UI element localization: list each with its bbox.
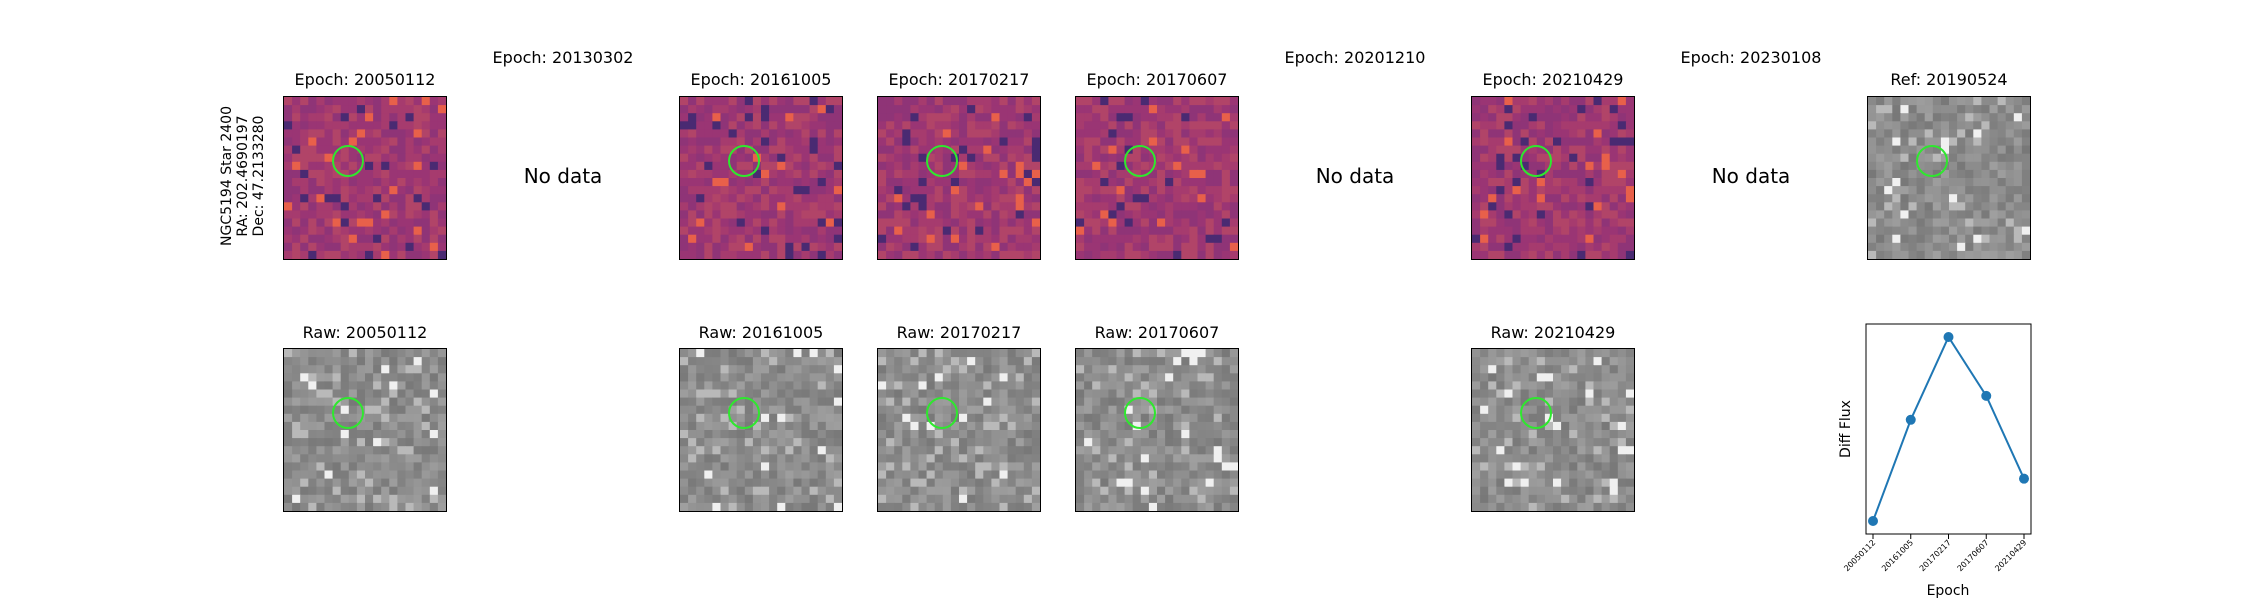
ref-panel	[1867, 96, 2031, 260]
diff-pixels	[284, 97, 446, 259]
diff-pixels	[878, 97, 1040, 259]
target-circle	[332, 145, 364, 177]
target-circle	[926, 397, 958, 429]
raw-panel-1	[679, 348, 843, 512]
no-data-7: No data	[1711, 164, 1791, 188]
target-circle	[1124, 397, 1156, 429]
raw-pixels	[284, 349, 446, 511]
raw-pixels	[1076, 349, 1238, 511]
data-point	[1981, 390, 1992, 401]
raw-title-0: Raw: 20050112	[302, 323, 428, 342]
target-circle	[926, 145, 958, 177]
target-circle	[728, 145, 760, 177]
diff-panel-2	[679, 96, 843, 260]
raw-title-2: Raw: 20170217	[896, 323, 1022, 342]
x-tick-label: 20170217	[1918, 538, 1953, 573]
target-circle	[1520, 145, 1552, 177]
diff-pixels	[680, 97, 842, 259]
raw-pixels	[680, 349, 842, 511]
raw-title-3: Raw: 20170607	[1094, 323, 1220, 342]
data-point	[1943, 332, 1954, 342]
diff-panel-4	[1075, 96, 1239, 260]
diff-pixels	[1076, 97, 1238, 259]
star-id-label: NGC5194 Star 2400 RA: 202.4690197 Dec: 4…	[219, 106, 267, 246]
light-curve-chart: Diff Flux Epoch 20050112 20161005 20170217…	[1838, 323, 2032, 599]
diff-title-4: Epoch: 20170607	[1086, 70, 1228, 89]
diff-title-6: Epoch: 20210429	[1482, 70, 1624, 89]
diff-panel-3	[877, 96, 1041, 260]
diff-panel-0	[283, 96, 447, 260]
x-tick-label: 20210429	[1993, 538, 2028, 573]
x-tick-label: 20050112	[1842, 538, 1877, 573]
raw-panel-2	[877, 348, 1041, 512]
diff-title-7: Epoch: 20230108	[1680, 48, 1822, 67]
diff-title-5: Epoch: 20201210	[1284, 48, 1426, 67]
y-axis-label: Diff Flux	[1838, 400, 1854, 458]
plot-frame	[1865, 323, 2032, 535]
target-circle	[1520, 397, 1552, 429]
raw-pixels	[878, 349, 1040, 511]
star-dec: Dec: 47.2133280	[251, 115, 267, 237]
star-ra: RA: 202.4690197	[235, 115, 251, 237]
ref-title: Ref: 20190524	[1890, 70, 2008, 89]
raw-pixels	[1472, 349, 1634, 511]
x-tick-label: 20170607	[1956, 538, 1991, 573]
target-circle	[332, 397, 364, 429]
diff-title-0: Epoch: 20050112	[294, 70, 436, 89]
data-point	[1868, 516, 1878, 526]
target-circle	[1916, 145, 1948, 177]
raw-title-1: Raw: 20161005	[698, 323, 824, 342]
target-circle	[1124, 145, 1156, 177]
diff-pixels	[1472, 97, 1634, 259]
star-name: NGC5194 Star 2400	[219, 106, 235, 246]
data-point	[2019, 473, 2029, 484]
raw-title-4: Raw: 20210429	[1490, 323, 1616, 342]
diff-panel-6	[1471, 96, 1635, 260]
diff-title-1: Epoch: 20130302	[492, 48, 634, 67]
x-tick-label: 20161005	[1880, 538, 1915, 573]
diff-title-3: Epoch: 20170217	[888, 70, 1030, 89]
raw-panel-4	[1471, 348, 1635, 512]
no-data-1: No data	[523, 164, 603, 188]
raw-panel-0	[283, 348, 447, 512]
series-line	[1872, 334, 2025, 522]
no-data-5: No data	[1315, 164, 1395, 188]
target-circle	[728, 397, 760, 429]
diff-title-2: Epoch: 20161005	[690, 70, 832, 89]
x-axis-label: Epoch	[1927, 583, 1970, 599]
data-point	[1905, 414, 1916, 425]
raw-pixels	[1868, 97, 2030, 259]
raw-panel-3	[1075, 348, 1239, 512]
